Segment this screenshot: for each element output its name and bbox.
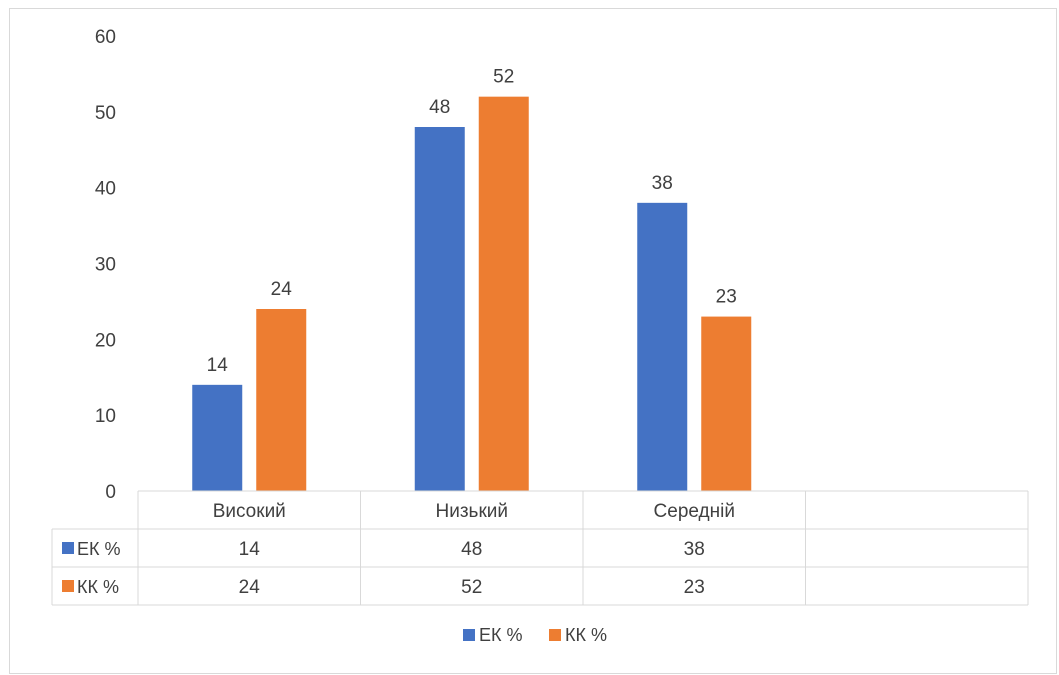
- y-tick-label: 60: [95, 27, 116, 48]
- data-label: 24: [271, 279, 293, 300]
- table-cell: 52: [461, 577, 482, 598]
- legend: ЕК % КК %: [463, 625, 607, 645]
- table-cell: 14: [239, 539, 261, 560]
- table-series-label: КК %: [77, 577, 119, 597]
- bars-group: [192, 96, 752, 492]
- y-axis: 0 10 20 30 40 50 60: [95, 27, 116, 503]
- bar-series-1: [192, 384, 243, 491]
- data-label: 52: [493, 67, 514, 88]
- y-tick-label: 30: [95, 255, 116, 276]
- table-legend-key: [62, 580, 74, 592]
- data-labels-group: 14 24 48 52 38 23: [207, 67, 737, 376]
- x-tick-label: Середній: [654, 501, 735, 522]
- x-tick-label: Високий: [213, 501, 286, 522]
- legend-label: КК %: [565, 625, 607, 645]
- table-cell: 48: [461, 539, 482, 560]
- chart-frame: [9, 8, 1057, 674]
- legend-label: ЕК %: [479, 625, 523, 645]
- data-table: Високий Низький Середній ЕК % 14 48 38 КК % 24 52…: [51, 490, 1029, 606]
- y-tick-label: 50: [95, 103, 116, 124]
- table-cell: 24: [239, 577, 261, 598]
- y-tick-label: 10: [95, 406, 116, 427]
- data-label: 48: [429, 97, 450, 118]
- bar-series-1: [637, 202, 688, 492]
- legend-swatch: [463, 629, 475, 641]
- data-label: 14: [207, 355, 229, 376]
- y-tick-label: 20: [95, 330, 116, 351]
- table-cell: 23: [684, 577, 705, 598]
- table-cell: 38: [684, 539, 705, 560]
- y-tick-label: 0: [105, 482, 116, 503]
- y-tick-label: 40: [95, 179, 116, 200]
- bar-series-2: [256, 309, 307, 491]
- legend-swatch: [549, 629, 561, 641]
- bar-series-1: [414, 127, 465, 491]
- table-legend-key: [62, 542, 74, 554]
- x-tick-label: Низький: [436, 501, 508, 522]
- table-series-label: ЕК %: [77, 539, 121, 559]
- bar-series-2: [478, 96, 529, 492]
- data-label: 23: [716, 287, 737, 308]
- bar-series-2: [701, 316, 752, 491]
- data-label: 38: [652, 173, 673, 194]
